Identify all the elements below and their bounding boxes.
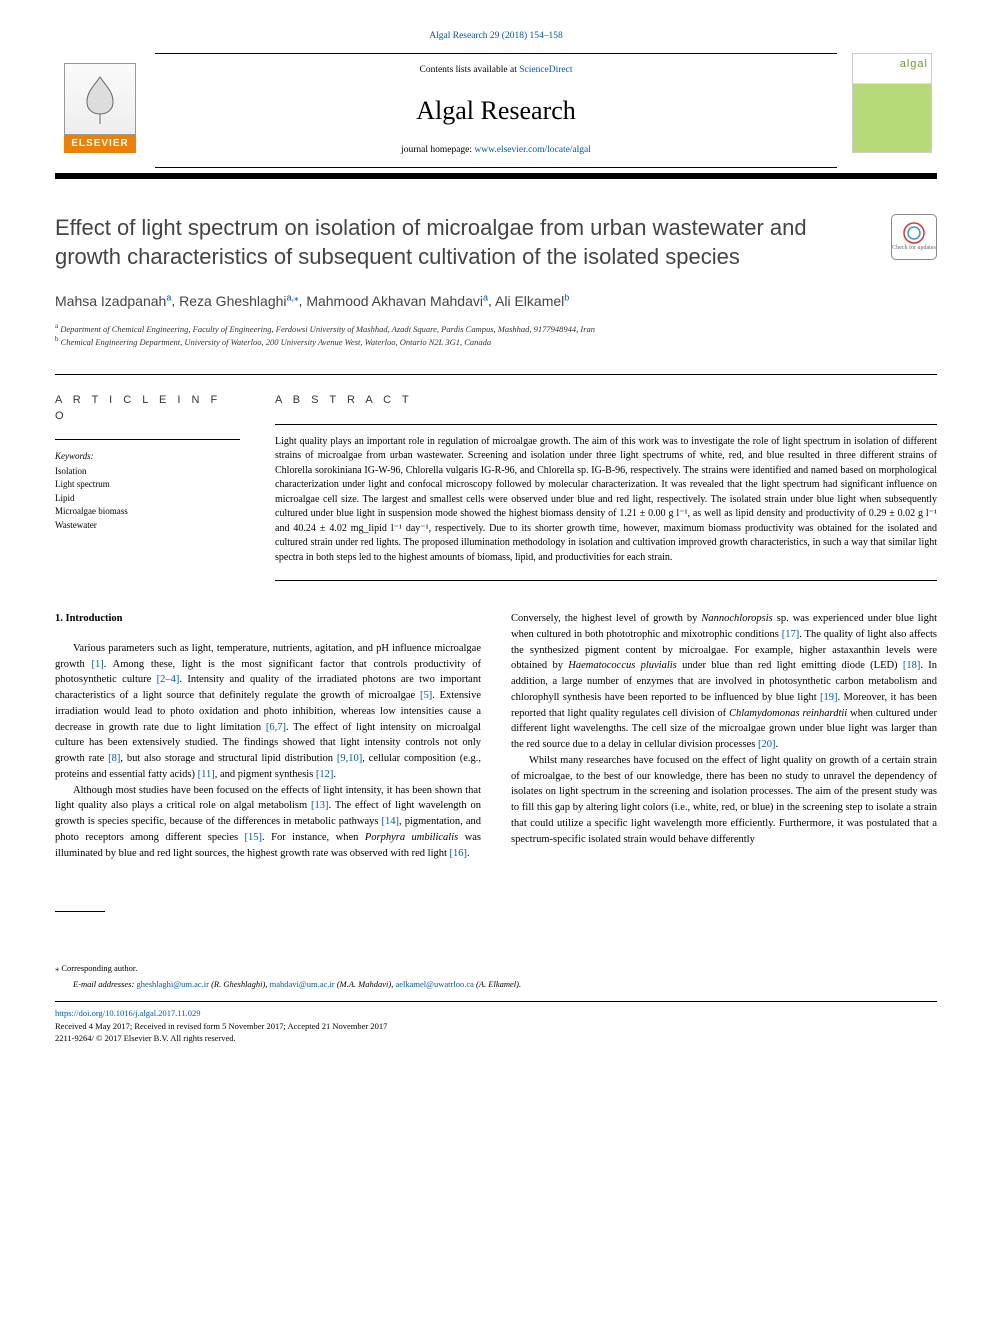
affiliations: a Department of Chemical Engineering, Fa… bbox=[55, 322, 937, 349]
authors: Mahsa Izadpanaha, Reza Gheshlaghia,⁎, Ma… bbox=[55, 291, 937, 311]
contents-available-line: Contents lists available at ScienceDirec… bbox=[419, 64, 572, 77]
contents-prefix: Contents lists available at bbox=[419, 65, 519, 75]
paragraph-3: Conversely, the highest level of growth … bbox=[511, 611, 937, 753]
cite-13[interactable]: [13] bbox=[311, 800, 329, 811]
journal-reference: Algal Research 29 (2018) 154–158 bbox=[55, 30, 937, 43]
keyword-1: Isolation bbox=[55, 465, 240, 479]
doi-link[interactable]: https://doi.org/10.1016/j.algal.2017.11.… bbox=[55, 1007, 937, 1020]
email-1[interactable]: gheshlaghi@um.ac.ir bbox=[136, 979, 209, 989]
cite-17[interactable]: [17] bbox=[782, 629, 800, 640]
column-left: 1. Introduction Various parameters such … bbox=[55, 611, 481, 861]
cite-19[interactable]: [19] bbox=[820, 692, 838, 703]
banner: ELSEVIER Contents lists available at Sci… bbox=[55, 53, 937, 168]
footer-divider bbox=[55, 1001, 937, 1002]
species-1: Porphyra umbilicalis bbox=[365, 832, 458, 843]
email-3[interactable]: aelkamel@uwatrloo.ca bbox=[395, 979, 473, 989]
cite-11[interactable]: [11] bbox=[198, 769, 215, 780]
intro-header: 1. Introduction bbox=[55, 611, 481, 627]
corresponding-author: ⁎ Corresponding author. bbox=[55, 962, 937, 975]
crossmark-icon bbox=[903, 222, 925, 244]
cite-15[interactable]: [15] bbox=[245, 832, 263, 843]
footer: ⁎ Corresponding author. E-mail addresses… bbox=[55, 962, 937, 1045]
paragraph-1: Various parameters such as light, temper… bbox=[55, 641, 481, 783]
journal-cover-text: algal bbox=[900, 57, 928, 72]
author-1: Mahsa Izadpanaha bbox=[55, 293, 171, 309]
abstract-divider bbox=[275, 424, 937, 425]
cite-1[interactable]: [1] bbox=[92, 659, 104, 670]
author-4: Ali Elkamelb bbox=[495, 293, 569, 309]
abstract-block: A B S T R A C T Light quality plays an i… bbox=[275, 393, 937, 581]
email-line: E-mail addresses: gheshlaghi@um.ac.ir (R… bbox=[73, 978, 937, 991]
journal-name: Algal Research bbox=[416, 93, 576, 129]
cite-9-10[interactable]: [9,10] bbox=[337, 753, 362, 764]
article-info-header: A R T I C L E I N F O bbox=[55, 393, 240, 424]
journal-cover-image: algal bbox=[852, 53, 932, 153]
crossmark-badge[interactable]: Check for updates bbox=[891, 214, 937, 260]
homepage-line: journal homepage: www.elsevier.com/locat… bbox=[401, 144, 591, 157]
keywords-label: Keywords: bbox=[55, 450, 240, 463]
keyword-5: Wastewater bbox=[55, 519, 240, 533]
cite-8[interactable]: [8] bbox=[108, 753, 120, 764]
info-abstract-row: A R T I C L E I N F O Keywords: Isolatio… bbox=[55, 393, 937, 581]
black-bar bbox=[55, 173, 937, 179]
paragraph-2: Although most studies have been focused … bbox=[55, 783, 481, 862]
author-2: Reza Gheshlaghia,⁎ bbox=[179, 293, 298, 309]
received-dates: Received 4 May 2017; Received in revised… bbox=[55, 1020, 937, 1033]
crossmark-label: Check for updates bbox=[892, 244, 936, 252]
keyword-3: Lipid bbox=[55, 492, 240, 506]
keyword-4: Microalgae biomass bbox=[55, 505, 240, 519]
abstract-bottom-divider bbox=[275, 580, 937, 581]
cite-18[interactable]: [18] bbox=[903, 660, 921, 671]
elsevier-name: ELSEVIER bbox=[64, 135, 136, 153]
divider bbox=[55, 374, 937, 375]
article-title: Effect of light spectrum on isolation of… bbox=[55, 214, 871, 271]
homepage-url[interactable]: www.elsevier.com/locate/algal bbox=[474, 145, 591, 155]
copyright: 2211-9264/ © 2017 Elsevier B.V. All righ… bbox=[55, 1032, 937, 1045]
sciencedirect-link[interactable]: ScienceDirect bbox=[519, 65, 572, 75]
article-info: A R T I C L E I N F O Keywords: Isolatio… bbox=[55, 393, 240, 581]
footer-short-divider bbox=[55, 911, 105, 912]
cite-14[interactable]: [14] bbox=[382, 816, 400, 827]
abstract-header: A B S T R A C T bbox=[275, 393, 937, 408]
email-2[interactable]: mahdavi@um.ac.ir bbox=[270, 979, 335, 989]
affiliation-a: a Department of Chemical Engineering, Fa… bbox=[55, 322, 937, 336]
species-4: Chlamydomonas reinhardtii bbox=[729, 708, 847, 719]
journal-cover: algal bbox=[847, 53, 937, 153]
main-content: 1. Introduction Various parameters such … bbox=[55, 611, 937, 861]
cite-2-4[interactable]: [2–4] bbox=[157, 674, 180, 685]
column-right: Conversely, the highest level of growth … bbox=[511, 611, 937, 861]
paragraph-4: Whilst many researches have focused on t… bbox=[511, 753, 937, 848]
info-divider bbox=[55, 439, 240, 440]
banner-center: Contents lists available at ScienceDirec… bbox=[155, 53, 837, 168]
cite-12[interactable]: [12] bbox=[316, 769, 334, 780]
abstract-text: Light quality plays an important role in… bbox=[275, 435, 937, 566]
homepage-prefix: journal homepage: bbox=[401, 145, 474, 155]
species-2: Nannochloropsis bbox=[701, 613, 772, 624]
keyword-2: Light spectrum bbox=[55, 478, 240, 492]
cite-16[interactable]: [16] bbox=[450, 848, 468, 859]
title-row: Effect of light spectrum on isolation of… bbox=[55, 214, 937, 271]
elsevier-tree-icon bbox=[64, 63, 136, 135]
species-3: Haematococcus pluvialis bbox=[568, 660, 677, 671]
cite-20[interactable]: [20] bbox=[758, 739, 776, 750]
cite-5[interactable]: [5] bbox=[420, 690, 432, 701]
author-3: Mahmood Akhavan Mahdavia bbox=[306, 293, 488, 309]
affiliation-b: b Chemical Engineering Department, Unive… bbox=[55, 335, 937, 349]
cite-6-7[interactable]: [6,7] bbox=[266, 722, 286, 733]
elsevier-logo: ELSEVIER bbox=[55, 53, 145, 153]
